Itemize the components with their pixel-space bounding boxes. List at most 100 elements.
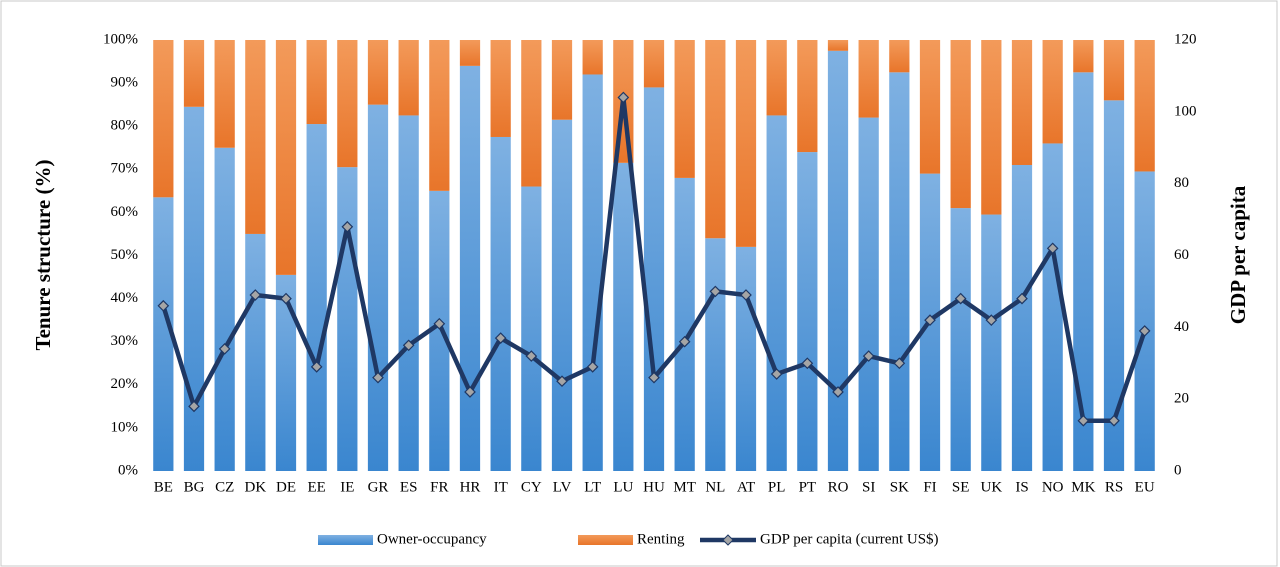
bar (153, 40, 174, 198)
line-marker (801, 357, 814, 370)
bar (643, 40, 665, 88)
x-tick-label: FI (923, 479, 936, 495)
x-tick-label: MT (673, 479, 696, 495)
line-marker (617, 91, 630, 104)
bar (521, 40, 542, 187)
bar (306, 124, 327, 472)
bar (306, 40, 327, 125)
bar (735, 246, 757, 471)
legend-swatch (318, 535, 373, 545)
line-marker (770, 368, 783, 380)
bar (735, 40, 757, 247)
bar (245, 40, 266, 234)
bar (858, 117, 879, 471)
line-marker (218, 343, 231, 355)
bar (398, 40, 419, 116)
line-marker (862, 350, 875, 362)
x-tick-label: SI (862, 479, 875, 495)
bar (858, 40, 879, 118)
bar (551, 40, 573, 120)
bar (674, 40, 695, 178)
x-tick-label: RO (828, 479, 849, 495)
bar (950, 40, 971, 209)
y2-tick-label: 40 (1174, 319, 1189, 335)
x-tick-label: IE (340, 479, 354, 495)
bar (367, 40, 389, 105)
x-tick-label: LT (584, 479, 601, 495)
x-tick-label: MK (1071, 479, 1095, 495)
y2-tick-label: 120 (1174, 31, 1197, 47)
bar (1103, 100, 1125, 471)
y2-tick-label: 100 (1174, 103, 1197, 119)
line-marker (556, 375, 568, 388)
bar (889, 40, 910, 73)
x-tick-label: DE (276, 479, 296, 495)
line-marker (832, 386, 844, 398)
line-marker (1108, 414, 1120, 427)
line-marker (740, 289, 752, 301)
bar (981, 214, 1002, 471)
line-marker (1138, 325, 1151, 337)
bar (275, 40, 297, 275)
bar (582, 40, 603, 75)
legend-label: Renting (637, 531, 685, 547)
bar (1042, 40, 1063, 144)
bar (674, 177, 695, 472)
bar (797, 152, 818, 471)
bar (429, 40, 450, 191)
bar (429, 190, 450, 471)
y2-tick-label: 60 (1174, 247, 1189, 263)
line-marker (494, 332, 507, 344)
y-tick-label: 60% (111, 204, 139, 220)
line-marker (893, 357, 906, 370)
line-marker (525, 350, 538, 362)
y2-tick-label: 80 (1174, 175, 1189, 191)
bar (551, 119, 573, 472)
x-tick-label: CZ (215, 479, 234, 495)
bar (214, 40, 235, 148)
x-tick-label: NL (705, 479, 725, 495)
line-marker (249, 289, 262, 301)
bar (337, 40, 358, 168)
bar (889, 72, 910, 471)
y-tick-label: 0% (118, 462, 138, 478)
bar (643, 87, 665, 471)
bar (950, 208, 971, 471)
bar (275, 274, 297, 471)
bar (1042, 143, 1063, 471)
x-tick-label: IT (494, 479, 508, 495)
x-tick-label: SE (952, 479, 970, 495)
bar (214, 147, 235, 471)
line-marker (586, 360, 599, 373)
bar (1134, 171, 1155, 471)
y-tick-label: 20% (111, 376, 139, 392)
bar (613, 162, 634, 471)
x-tick-label: BG (184, 479, 205, 495)
bar (981, 40, 1002, 215)
x-tick-label: HR (460, 479, 481, 495)
line-marker (985, 314, 998, 326)
y-tick-label: 100% (103, 31, 138, 47)
x-tick-label: BE (154, 479, 173, 495)
bar (1103, 40, 1125, 101)
x-tick-label: FR (430, 479, 448, 495)
bar (1011, 40, 1033, 165)
bar (827, 50, 849, 472)
line-marker (402, 339, 415, 352)
line-marker (341, 220, 354, 233)
bar (459, 40, 481, 66)
bar (766, 115, 787, 472)
line-marker (924, 314, 936, 326)
bar (521, 186, 542, 472)
bar (490, 136, 511, 471)
y-tick-label: 70% (111, 161, 139, 177)
legend-swatch-marker (722, 534, 734, 546)
x-tick-label: IS (1015, 479, 1028, 495)
bar (705, 238, 726, 471)
y2-tick-label: 20 (1174, 391, 1189, 407)
x-tick-label: CY (521, 479, 542, 495)
bar (797, 40, 818, 153)
x-tick-label: LU (613, 479, 633, 495)
